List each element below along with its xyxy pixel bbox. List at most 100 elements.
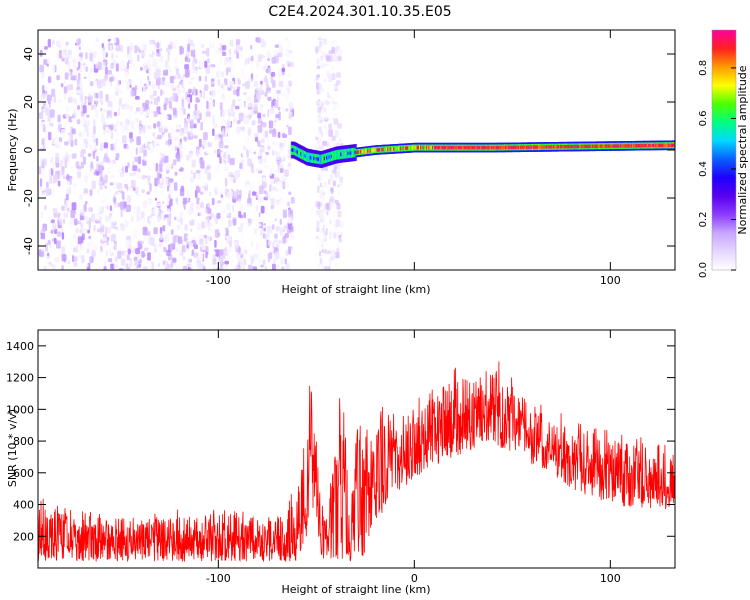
- noise-speck: [106, 129, 112, 138]
- noise-speck: [136, 186, 139, 196]
- noise-speck: [97, 84, 103, 89]
- noise-speck: [339, 221, 344, 229]
- colorbar-tick-label: 0.4: [698, 161, 709, 177]
- noise-speck: [321, 51, 327, 58]
- noise-speck: [199, 200, 202, 204]
- noise-speck: [129, 172, 134, 177]
- noise-speck: [89, 189, 93, 196]
- noise-speck: [282, 181, 286, 190]
- noise-speck: [286, 117, 290, 124]
- noise-speck: [131, 246, 134, 251]
- noise-speck: [273, 258, 276, 264]
- noise-speck: [40, 267, 43, 270]
- noise-speck: [162, 247, 167, 253]
- noise-speck: [280, 102, 283, 108]
- noise-speck: [84, 200, 88, 205]
- noise-speck: [170, 126, 175, 136]
- noise-speck: [126, 83, 129, 87]
- snr-panel: -100 0 100 200 400 600 800 1000 1200 1400 Height …: [6, 329, 676, 596]
- noise-speck: [59, 253, 62, 257]
- noise-speck: [256, 192, 259, 199]
- noise-speck: [42, 174, 46, 178]
- noise-speck: [190, 228, 193, 232]
- noise-speck: [130, 105, 133, 112]
- noise-speck: [336, 243, 339, 250]
- noise-speck: [180, 92, 185, 99]
- noise-speck: [184, 109, 188, 117]
- noise-speck: [180, 224, 184, 233]
- noise-speck: [197, 118, 200, 124]
- noise-speck: [266, 51, 271, 59]
- noise-speck: [315, 258, 320, 265]
- noise-speck: [337, 97, 341, 105]
- noise-speck: [65, 41, 69, 46]
- noise-speck: [211, 101, 214, 106]
- noise-speck: [260, 205, 265, 214]
- noise-speck: [138, 49, 142, 54]
- noise-speck: [51, 238, 55, 242]
- noise-speck: [254, 253, 258, 259]
- noise-speck: [242, 266, 245, 270]
- noise-speck: [87, 229, 90, 234]
- noise-speck: [136, 206, 140, 215]
- noise-speck: [114, 86, 120, 93]
- noise-speck: [258, 185, 264, 195]
- noise-speck: [88, 197, 92, 202]
- noise-speck: [209, 97, 212, 101]
- noise-speck: [325, 182, 328, 187]
- noise-speck: [117, 107, 121, 117]
- noise-speck: [322, 247, 326, 252]
- noise-speck: [240, 130, 245, 137]
- noise-speck: [162, 76, 166, 82]
- noise-speck: [105, 249, 108, 257]
- noise-speck: [161, 153, 165, 159]
- noise-speck: [118, 97, 123, 106]
- noise-speck: [212, 128, 215, 136]
- noise-speck: [107, 116, 111, 122]
- noise-speck: [61, 254, 67, 262]
- noise-speck: [155, 163, 159, 172]
- noise-speck: [57, 180, 61, 187]
- noise-speck: [150, 100, 153, 105]
- noise-speck: [141, 174, 146, 180]
- noise-speck: [157, 134, 162, 140]
- noise-speck: [126, 62, 129, 69]
- noise-speck: [151, 268, 156, 270]
- noise-speck: [78, 72, 81, 80]
- noise-speck: [270, 247, 274, 253]
- noise-speck: [253, 103, 258, 111]
- noise-speck: [66, 174, 70, 181]
- noise-speck: [130, 90, 135, 97]
- noise-speck: [219, 117, 224, 126]
- noise-speck: [145, 100, 149, 109]
- noise-speck: [267, 96, 272, 101]
- noise-speck: [53, 228, 58, 234]
- noise-speck: [206, 235, 211, 243]
- noise-speck: [73, 189, 77, 195]
- noise-speck: [117, 182, 123, 190]
- noise-speck: [238, 246, 241, 253]
- noise-speck: [236, 239, 239, 249]
- noise-speck: [317, 185, 320, 194]
- noise-speck: [180, 74, 184, 81]
- noise-speck: [204, 84, 209, 91]
- noise-speck: [103, 129, 106, 136]
- noise-speck: [245, 133, 249, 142]
- noise-speck: [122, 135, 127, 144]
- noise-speck: [145, 186, 150, 190]
- noise-speck: [187, 208, 192, 215]
- noise-speck: [206, 47, 210, 57]
- noise-speck: [225, 150, 229, 156]
- noise-speck: [38, 112, 44, 119]
- noise-speck: [189, 216, 192, 222]
- noise-speck: [175, 214, 180, 220]
- noise-speck: [47, 38, 51, 48]
- noise-speck: [80, 115, 85, 125]
- noise-speck: [201, 196, 204, 202]
- noise-speck: [193, 172, 196, 179]
- noise-speck: [93, 103, 97, 110]
- noise-speck: [246, 126, 249, 130]
- noise-speck: [162, 134, 167, 141]
- noise-speck: [154, 187, 157, 196]
- noise-speck: [332, 216, 336, 221]
